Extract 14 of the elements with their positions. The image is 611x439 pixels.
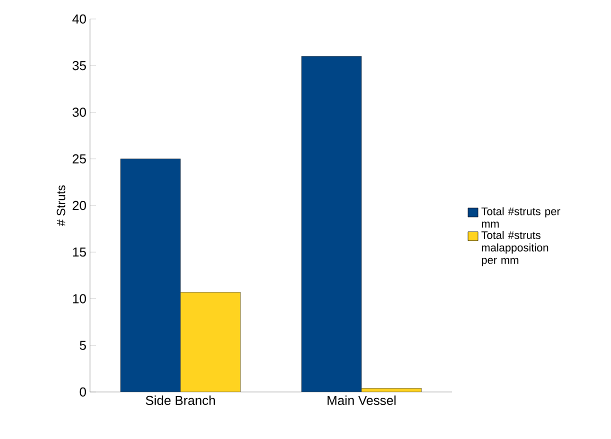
y-tick-label: 5 (80, 340, 86, 350)
y-tick-label: 15 (73, 248, 86, 257)
legend-label: Total #struts per mm (481, 207, 560, 228)
y-tick-label: 40 (72, 14, 86, 24)
x-tick-label: Main Vessel (328, 396, 396, 406)
y-tick-label: 30 (72, 108, 86, 117)
y-tick-label: 35 (72, 61, 86, 70)
y-tick-label: 20 (72, 200, 86, 210)
y-tick-label: 0 (80, 387, 86, 397)
y-tick-label: 25 (72, 154, 86, 164)
y-axis-title: # Struts (56, 185, 66, 226)
y-tick-label: 10 (73, 294, 86, 304)
legend-label: Total #struts malapposition per mm (481, 230, 548, 266)
x-tick-label: Side Branch (146, 396, 215, 406)
